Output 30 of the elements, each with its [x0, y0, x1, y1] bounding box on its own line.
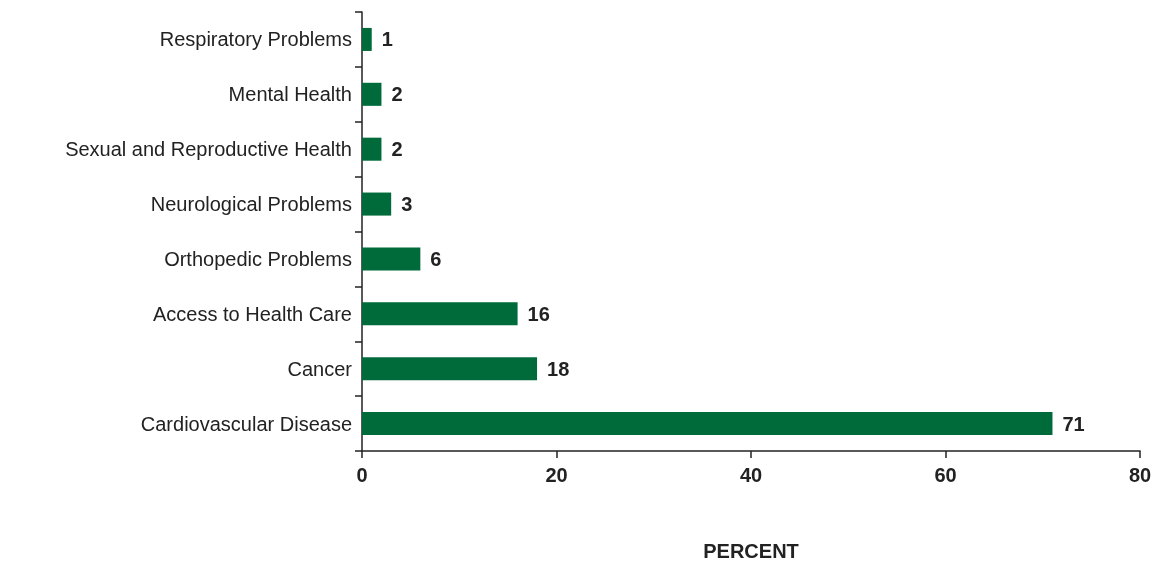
y-tick-label: Orthopedic Problems [164, 247, 352, 270]
y-tick-label: Sexual and Reproductive Health [65, 138, 352, 161]
bar [362, 82, 382, 106]
bar [362, 27, 372, 51]
bar [362, 247, 421, 271]
data-label: 2 [391, 138, 403, 161]
data-label: 3 [401, 193, 413, 216]
x-tick-label: 60 [934, 464, 957, 486]
y-tick-label: Mental Health [228, 83, 352, 106]
data-label: 16 [527, 302, 550, 325]
data-label: 71 [1062, 412, 1085, 435]
y-tick-label: Neurological Problems [150, 193, 352, 216]
y-tick-label: Respiratory Problems [159, 28, 352, 51]
data-label: 1 [381, 28, 393, 51]
x-axis-title: PERCENT [703, 540, 799, 562]
bar [362, 302, 518, 326]
data-label: 6 [430, 247, 442, 270]
x-tick-label: 80 [1128, 464, 1152, 486]
x-tick-label: 40 [739, 464, 763, 486]
data-label: 18 [547, 357, 570, 380]
bar [362, 192, 392, 216]
y-tick-label: Access to Health Care [153, 302, 352, 325]
x-tick-label: 0 [356, 464, 368, 486]
bar [362, 357, 538, 381]
bar [362, 137, 382, 161]
bar [362, 412, 1053, 436]
y-tick-label: Cancer [287, 357, 353, 380]
y-tick-label: Cardiovascular Disease [140, 412, 352, 435]
data-label: 2 [391, 83, 403, 106]
x-tick-label: 20 [545, 464, 568, 486]
